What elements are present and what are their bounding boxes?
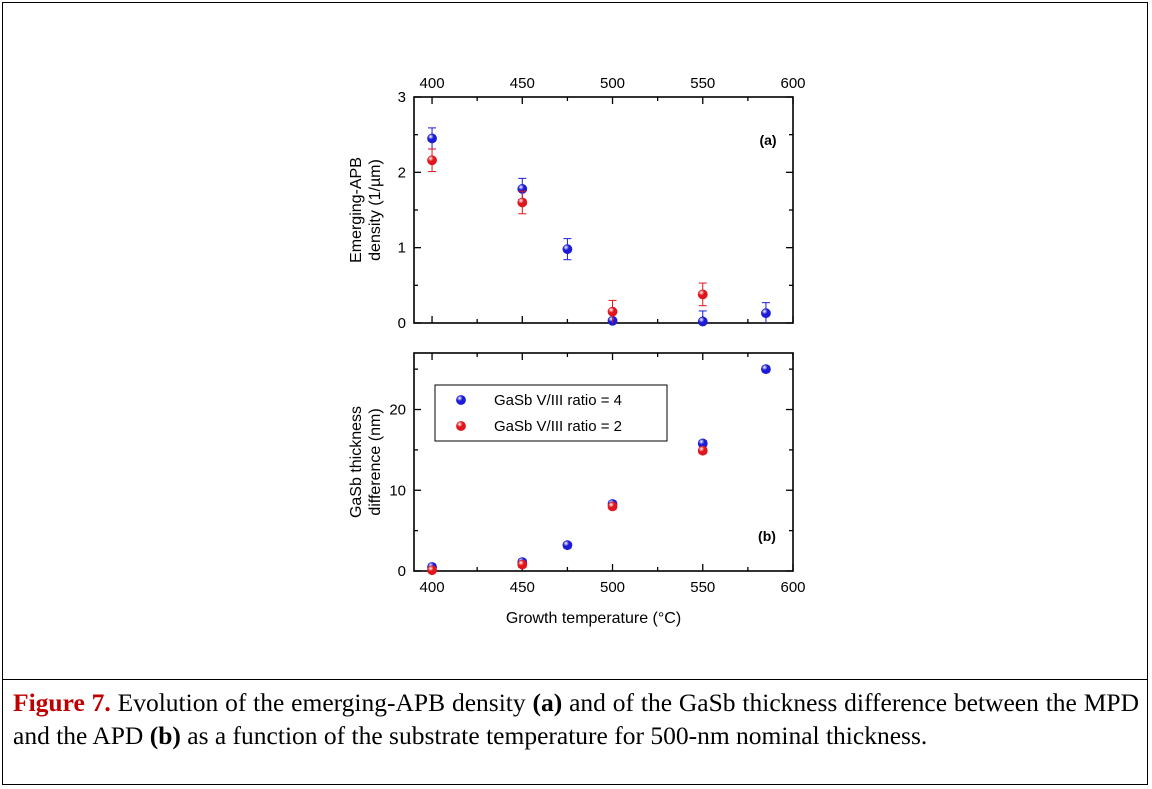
panel-a-data-point <box>562 244 573 255</box>
panel-a-data-point <box>517 197 528 208</box>
panel-b-x-tick-label: 500 <box>600 579 625 596</box>
panel-a-y-tick-label: 0 <box>398 315 406 332</box>
x-axis-title: Growth temperature (°C) <box>506 610 681 627</box>
panel-a-data-point <box>697 289 708 300</box>
panel-b-x-tick-label: 600 <box>780 579 805 596</box>
legend-marker <box>456 395 466 405</box>
panel-b-data-point <box>427 565 437 576</box>
panel-a-x-top-tick-label: 600 <box>780 75 805 92</box>
panel-b-frame <box>413 352 794 572</box>
legend-box <box>434 384 668 442</box>
caption-label: Figure 7. <box>13 688 111 717</box>
panel-a-x-top-tick-label: 550 <box>690 75 715 92</box>
panel-a-data-point <box>761 308 771 319</box>
panel-b-y-tick-label: 20 <box>389 402 406 419</box>
panel-b-x-tick-label: 400 <box>420 579 445 596</box>
panel-a-data-point <box>607 306 618 317</box>
panel-a-y-tick-label: 3 <box>398 89 406 106</box>
legend-marker <box>456 421 466 431</box>
panel-a-y-tick-label: 1 <box>398 240 406 257</box>
panel-b-data-point <box>562 540 573 551</box>
panel-b-y-tick-label: 0 <box>398 563 406 580</box>
panel-a-data-point <box>427 155 437 166</box>
panel-a-tag: (a) <box>759 132 776 148</box>
panel-b-y-axis-title-line: GaSb thickness <box>348 406 365 518</box>
panel-b-y-axis-title-line: difference (nm) <box>367 408 384 515</box>
panel-a-frame <box>413 96 794 324</box>
panel-a-data-point <box>697 316 708 327</box>
panel-b-tag: (b) <box>758 528 776 544</box>
panel-b-data-point <box>697 445 708 456</box>
caption-tag-b: (b) <box>149 721 181 750</box>
panel-a-y-axis-title-line: Emerging-APB <box>348 157 365 263</box>
panel-b-x-tick-label: 550 <box>690 579 715 596</box>
panel-a-x-top-tick-label: 500 <box>600 75 625 92</box>
panel-a-y-axis-title-line: density (1/µm) <box>367 159 384 261</box>
caption-text-3: as a function of the substrate temperatu… <box>180 721 928 750</box>
panel-b-x-tick-label: 450 <box>510 579 535 596</box>
figure-chart: 0 1 2 3 400 450 500 550 600 Emerging-APB density (… <box>348 75 806 627</box>
figure-caption: Figure 7. Evolution of the emerging-APB … <box>13 686 1139 752</box>
panel-a-x-top-tick-label: 450 <box>510 75 535 92</box>
legend-label: GaSb V/III ratio = 2 <box>494 418 622 435</box>
caption-divider <box>3 679 1147 680</box>
caption-text-1: Evolution of the emerging-APB density <box>110 688 533 717</box>
caption-tag-a: (a) <box>532 688 563 717</box>
panel-b-data-point <box>761 364 771 375</box>
panel-a-x-top-tick-label: 400 <box>420 75 445 92</box>
panel-a-data-point <box>427 133 437 144</box>
panel-b-y-tick-label: 10 <box>389 482 406 499</box>
panel-a-y-tick-label: 2 <box>398 164 406 181</box>
panel-b-data-point <box>517 559 528 570</box>
legend-label: GaSb V/III ratio = 4 <box>494 392 622 409</box>
caption-text-2: and of the GaSb thickness difference bet… <box>13 688 1139 750</box>
panel-b-data-point <box>607 501 618 512</box>
